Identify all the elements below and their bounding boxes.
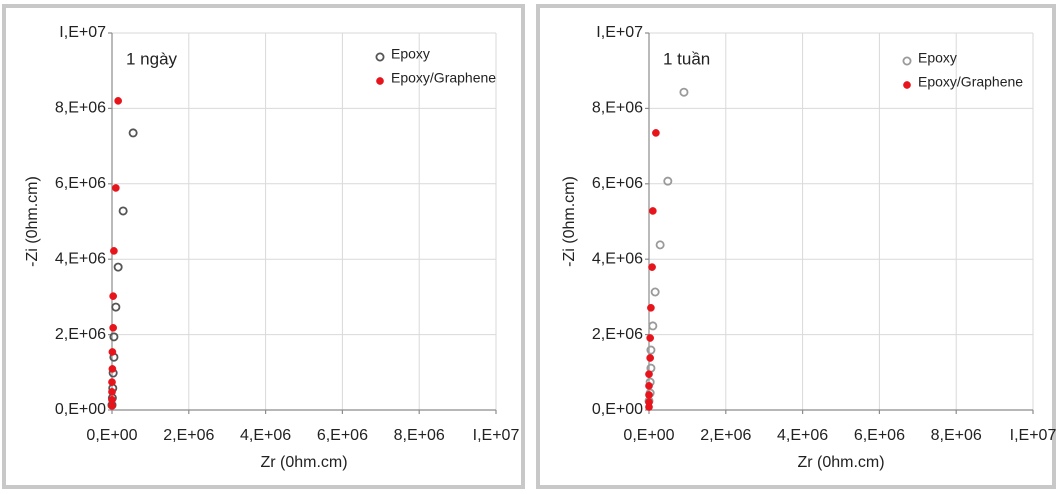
x-tick-label: 6,E+06: [317, 427, 368, 444]
x-tick-label: 2,E+06: [163, 427, 214, 444]
x-tick-label: 0,E+00: [623, 427, 674, 444]
point: [111, 184, 120, 192]
y-axis-title: -Zi (0hm.cm): [24, 176, 41, 267]
y-axis-title: -Zi (0hm.cm): [561, 176, 578, 267]
annotation: 1 ngày: [126, 49, 178, 68]
y-tick-label: 4,E+06: [592, 250, 643, 267]
y-tick-label: 0,E+00: [592, 401, 643, 418]
panel: [2, 4, 525, 489]
point: [646, 354, 655, 362]
legend-marker: [902, 56, 912, 66]
y-tick-label: 4,E+06: [55, 250, 106, 267]
legend-marker: [903, 81, 911, 89]
point: [663, 176, 673, 186]
point: [650, 287, 660, 297]
x-tick-label: I,E+07: [1010, 427, 1057, 444]
point: [645, 403, 653, 411]
y-tick-label: 0,E+00: [55, 401, 106, 418]
point: [655, 240, 665, 250]
point: [109, 323, 118, 332]
panel: [536, 4, 1056, 489]
x-tick-label: 2,E+06: [700, 427, 751, 444]
point: [118, 206, 128, 216]
x-tick-label: 4,E+06: [777, 427, 828, 444]
x-tick-label: I,E+07: [473, 427, 520, 444]
point: [108, 402, 116, 410]
point: [128, 128, 138, 138]
annotation: 1 tuần: [663, 49, 710, 68]
point: [113, 262, 123, 272]
legend-marker: [375, 52, 385, 62]
legend-label: Epoxy/Graphene: [918, 74, 1023, 90]
legend-marker: [376, 77, 384, 85]
x-tick-label: 8,E+06: [394, 427, 445, 444]
point: [108, 388, 116, 396]
y-tick-label: 2,E+06: [55, 326, 106, 343]
point: [108, 378, 116, 386]
point: [109, 332, 119, 342]
x-tick-label: 4,E+06: [240, 427, 291, 444]
legend-label: Epoxy/Graphene: [391, 70, 496, 86]
point: [109, 292, 118, 300]
point: [645, 391, 653, 399]
x-axis-title: Zr (0hm.cm): [797, 454, 884, 471]
y-tick-label: I,E+07: [59, 24, 106, 41]
point: [648, 321, 658, 331]
point: [647, 303, 655, 312]
y-tick-label: I,E+07: [596, 24, 643, 41]
point: [108, 348, 117, 356]
x-tick-label: 8,E+06: [931, 427, 982, 444]
legend-label: Epoxy: [918, 50, 957, 66]
point: [648, 207, 657, 215]
x-tick-label: 6,E+06: [854, 427, 905, 444]
point: [679, 87, 689, 97]
x-axis-title: Zr (0hm.cm): [260, 454, 347, 471]
y-tick-label: 2,E+06: [592, 326, 643, 343]
x-tick-label: 0,E+00: [86, 427, 137, 444]
point: [652, 129, 660, 137]
point: [108, 365, 117, 373]
y-tick-label: 8,E+06: [592, 100, 643, 117]
legend-label: Epoxy: [391, 46, 430, 62]
y-tick-label: 6,E+06: [55, 175, 106, 192]
point: [646, 345, 656, 355]
point: [648, 263, 656, 271]
point: [646, 334, 655, 342]
y-tick-label: 6,E+06: [592, 175, 643, 192]
point: [645, 382, 653, 390]
point: [110, 247, 118, 255]
point: [111, 302, 121, 312]
y-tick-label: 8,E+06: [55, 100, 106, 117]
point: [114, 97, 122, 105]
point: [645, 370, 653, 379]
